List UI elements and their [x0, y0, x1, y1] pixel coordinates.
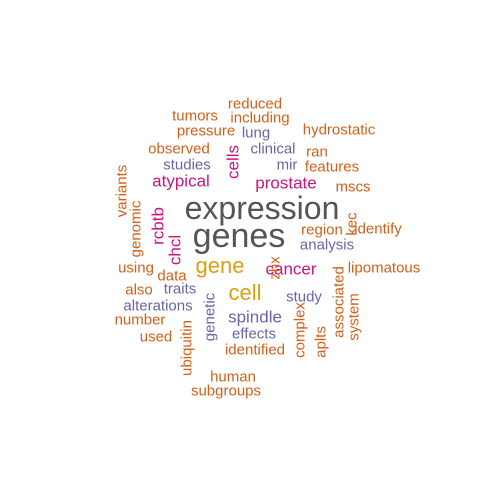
word-prostate: prostate [255, 173, 317, 193]
word-including: including [230, 109, 290, 127]
word-aplts: aplts [312, 326, 330, 358]
word-cells: cells [223, 144, 243, 180]
word-identified: identified [224, 341, 286, 359]
word-traits: traits [163, 280, 197, 298]
word-lipomatous: lipomatous [347, 259, 421, 277]
word-complex: complex [291, 302, 309, 358]
word-pressure: pressure [176, 122, 236, 140]
word-spindle: spindle [228, 307, 282, 327]
word-ubiquitin: ubiquitin [178, 320, 196, 376]
word-analysis: analysis [299, 236, 355, 254]
word-human: human [210, 368, 256, 386]
word-cell: cell [228, 280, 262, 305]
word-hydrostatic: hydrostatic [302, 121, 376, 139]
word-alterations: alterations [123, 297, 193, 315]
word-data: data [157, 267, 187, 285]
word-chcl: chcl [165, 234, 185, 266]
word-identify: identify [354, 220, 402, 238]
word-gene: gene [195, 253, 245, 278]
word-expression: expression [184, 190, 340, 226]
word-system: system [345, 293, 363, 341]
word-genetic: genetic [201, 292, 219, 342]
word-ran: ran [306, 143, 328, 161]
word-studies: studies [163, 156, 211, 174]
word-rcbtb: rcbtb [148, 207, 168, 245]
word-genomic: genomic [127, 200, 145, 258]
word-genes: genes [192, 217, 286, 255]
word-region: region [301, 221, 343, 239]
word-associated: associated [330, 266, 348, 338]
word-cancer: cancer [265, 259, 317, 279]
word-tumors: tumors [172, 107, 218, 125]
word-used: used [139, 328, 173, 346]
word-using: using [118, 259, 154, 277]
word-subgroups: subgroups [190, 382, 262, 400]
word-effects: effects [232, 325, 276, 343]
word-mscs: mscs [335, 178, 371, 196]
word-observed: observed [148, 140, 210, 158]
word-lung: lung [241, 124, 271, 142]
word-atypical: atypical [152, 171, 210, 191]
word-features: features [304, 158, 360, 176]
word-kec: kec [343, 212, 361, 236]
word-clinical: clinical [250, 140, 296, 158]
word-study: study [286, 288, 322, 306]
word-reduced: reduced [227, 95, 283, 113]
word-also: also [125, 281, 153, 299]
word-number: number [114, 311, 166, 329]
word-zhx: zhx [266, 256, 284, 280]
word-mir: mir [276, 156, 298, 174]
